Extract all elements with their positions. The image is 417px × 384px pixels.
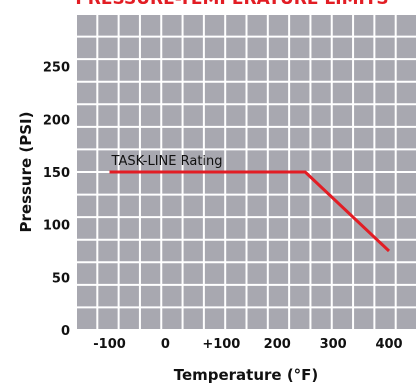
chart-title: PRESSURE-TEMPERATURE LIMITS [75, 0, 388, 9]
x-axis-ticks: -100 0 +100 200 300 400 [93, 337, 402, 352]
x-tick-label: 300 [320, 337, 347, 352]
y-tick-label: 100 [43, 219, 70, 234]
x-tick-label: 200 [264, 337, 291, 352]
x-axis-label: Temperature (°F) [174, 366, 319, 384]
y-tick-label: 50 [52, 271, 70, 286]
y-axis-label: Pressure (PSI) [17, 112, 35, 233]
series-layer [109, 170, 391, 253]
x-tick-label: 400 [375, 337, 402, 352]
x-tick-label: -100 [93, 337, 126, 352]
y-tick-label: 0 [61, 324, 70, 339]
annotation-layer: TASK-LINE Rating [111, 154, 223, 169]
x-tick-label: +100 [202, 337, 240, 352]
y-tick-label: 200 [43, 113, 70, 128]
series-line [109, 170, 391, 253]
y-tick-label: 250 [43, 61, 70, 76]
y-tick-label: 150 [43, 166, 70, 181]
x-tick-label: 0 [161, 337, 170, 352]
series-annotation: TASK-LINE Rating [111, 154, 223, 169]
y-axis-ticks: 0 50 100 150 200 250 [43, 61, 70, 339]
